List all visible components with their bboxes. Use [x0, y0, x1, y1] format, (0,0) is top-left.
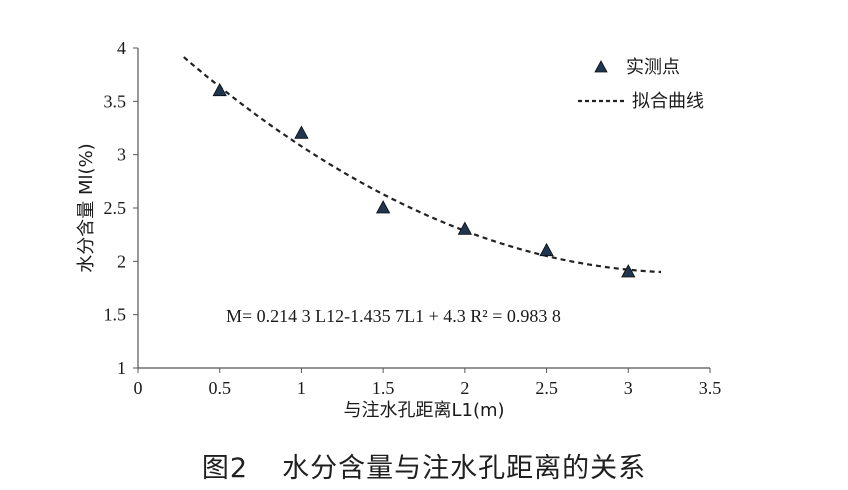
data-point-triangle	[621, 264, 636, 278]
fit-curve-layer	[183, 56, 662, 274]
x-tick-label: 2	[460, 378, 469, 398]
x-axis-title: 与注水孔距离L1(m)	[343, 400, 504, 421]
legend: 实测点 拟合曲线	[578, 57, 704, 112]
data-point-triangle	[539, 242, 554, 257]
data-point-triangle	[457, 221, 473, 235]
legend-marker-triangle	[594, 60, 608, 73]
equation-annotation: M= 0.214 3 L12-1.435 7L1 + 4.3 R² = 0.98…	[226, 306, 561, 326]
x-tick-label: 3	[624, 378, 633, 398]
y-tick-label: 1	[117, 358, 126, 378]
y-tick-label: 2	[117, 251, 126, 271]
y-tick-label: 3	[117, 145, 126, 165]
data-point-triangle	[375, 200, 391, 214]
x-tick-label: 0.5	[208, 378, 231, 398]
y-tick-label: 2.5	[104, 198, 127, 218]
fit-curve	[183, 56, 662, 274]
figure-number: 图2	[201, 453, 249, 484]
x-tick-label: 3.5	[699, 378, 722, 398]
y-tick-label: 1.5	[104, 305, 127, 325]
data-point-triangle	[212, 82, 227, 97]
data-point-triangle	[294, 125, 309, 139]
legend-label-measured: 实测点	[626, 57, 680, 78]
x-tick-label: 1.5	[372, 378, 395, 398]
legend-label-fit: 拟合曲线	[632, 91, 704, 112]
y-axis-title: 水分含量 Ml(%)	[76, 143, 97, 272]
x-tick-label: 2.5	[535, 378, 558, 398]
ticks: 1 1.5 2 2.5 3 3.5 4 0 0.5 1 1.5 2 2.5 3 3.5	[104, 38, 722, 398]
y-tick-label: 3.5	[104, 91, 127, 111]
x-tick-label: 1	[297, 378, 306, 398]
chart: 1 1.5 2 2.5 3 3.5 4 0 0.5 1 1.5 2 2.5 3 3.5 实测点 拟合曲线 M…	[76, 38, 722, 421]
figure-title: 水分含量与注水孔距离的关系	[282, 453, 647, 484]
x-tick-label: 0	[134, 378, 143, 398]
y-tick-label: 4	[117, 38, 126, 58]
figure-caption: 图2 水分含量与注水孔距离的关系	[0, 446, 848, 485]
points-layer	[212, 82, 636, 278]
